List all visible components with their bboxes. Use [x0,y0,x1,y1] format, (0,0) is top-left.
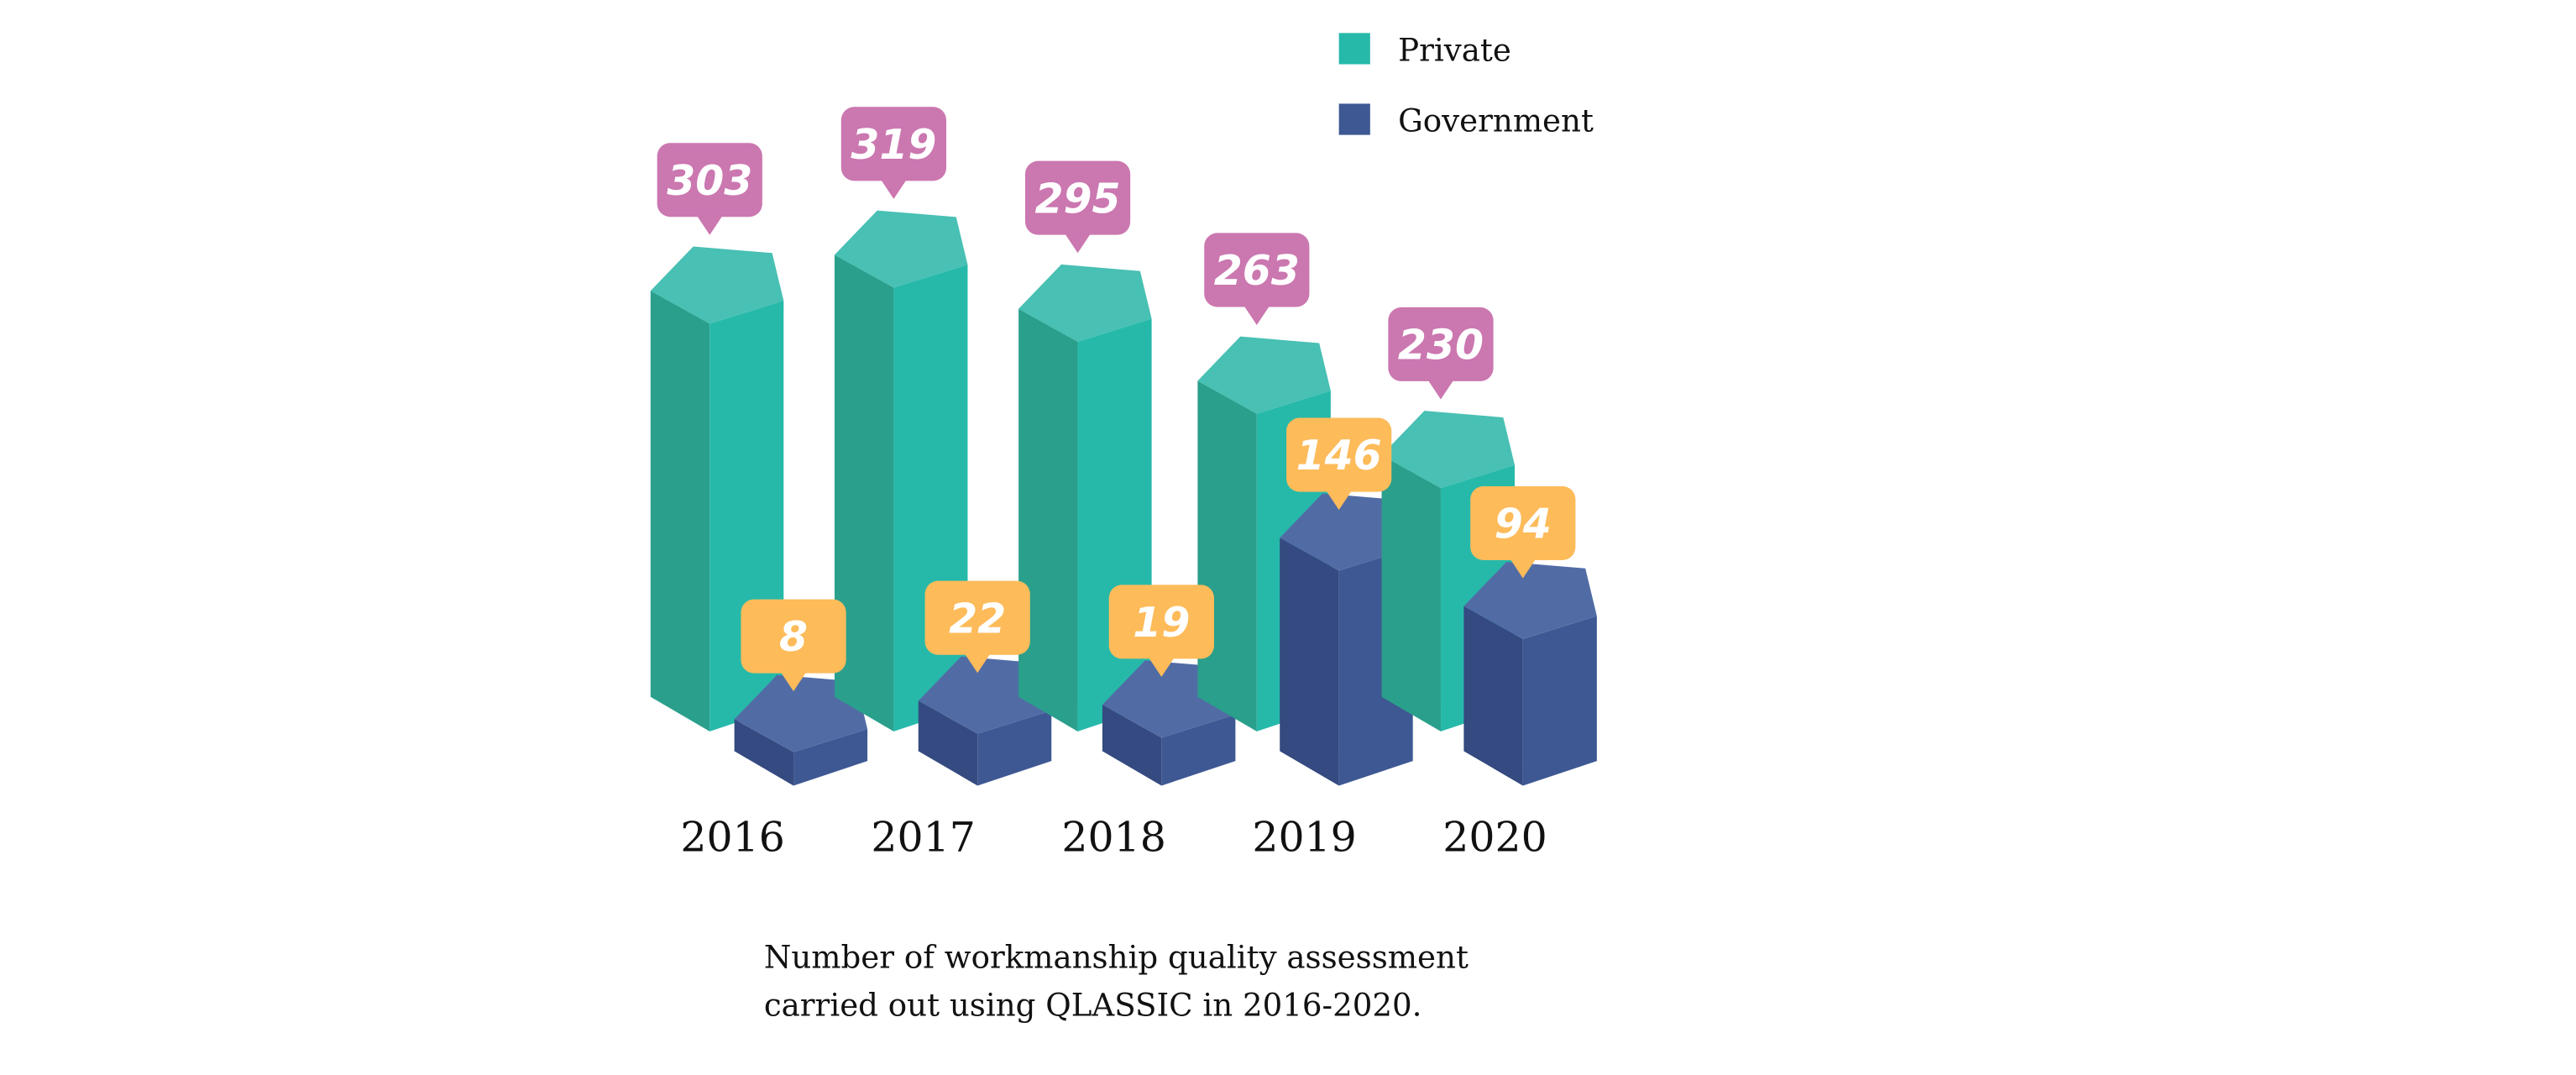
caption: Number of workmanship quality assessment… [764,939,1469,1024]
label-private-2018-pointer [1064,233,1092,254]
label-government-2017: 22 [924,580,1030,674]
data-labels: 303 8 319 22 295 19 263 146 230 94 [657,107,1576,692]
bar-private-2018-top-face [1018,264,1152,342]
label-government-2019-pointer [1326,490,1353,511]
bar-government-2020 [1463,561,1597,786]
label-private-2020: 230 [1388,307,1494,400]
bar-private-2020-left-face [1381,454,1441,732]
label-private-2016-pointer [696,215,723,235]
bar-private-2017-left-face [834,254,894,732]
bar-government-2018-right-face [1161,714,1236,786]
bar-government-2016-right-face [793,729,868,786]
x-tick-2018: 2018 [1061,814,1165,862]
label-government-2016: 8 [741,599,846,692]
bar-government-2016-top-face [734,674,868,752]
bar-private-2018-left-face [1018,308,1078,732]
label-private-2018: 295 [1024,160,1131,254]
label-private-2020-value: 230 [1398,322,1484,370]
label-government-2018: 19 [1108,585,1214,677]
label-government-2017-pointer [964,653,991,674]
label-private-2019-box [1204,233,1310,307]
label-private-2019-pointer [1243,305,1270,325]
caption-line-1: Number of workmanship quality assessment [764,939,1469,976]
legend: Private Government [1338,32,1594,139]
bars [650,210,1597,786]
label-government-2018-box [1108,585,1214,659]
legend-label-government: Government [1398,102,1594,139]
bar-private-2019-left-face [1197,380,1257,732]
bar-government-2018-left-face [1102,705,1162,786]
label-government-2017-value: 22 [949,595,1006,642]
label-private-2016: 303 [657,143,762,235]
label-private-2017-box [840,107,947,181]
label-private-2018-box [1024,160,1131,235]
label-government-2020-box [1470,485,1576,561]
x-axis-labels: 2016 2017 2018 2019 2020 [680,814,1547,862]
label-private-2019: 263 [1204,233,1310,325]
bar-government-2016-left-face [734,719,794,786]
label-government-2019-value: 146 [1296,432,1382,480]
label-private-2016-value: 303 [667,157,752,205]
legend-swatch-government [1338,103,1370,135]
label-private-2017-pointer [880,179,908,199]
bar-private-2017-top-face [834,210,968,288]
bar-private-2018 [1018,264,1152,732]
bar-government-2017-left-face [918,700,978,786]
label-private-2020-box [1388,307,1494,381]
bar-government-2016 [734,674,868,786]
x-tick-2020: 2020 [1442,814,1547,862]
bar-government-2019-left-face [1280,538,1339,786]
label-government-2018-pointer [1148,657,1175,677]
bar-government-2017 [918,656,1052,786]
bar-government-2020-right-face [1522,616,1597,786]
label-government-2019-box [1286,417,1392,492]
bar-private-2016-top-face [650,246,784,324]
bar-private-2019-top-face [1197,336,1331,414]
bar-government-2019-top-face [1280,493,1413,571]
label-private-2019-value: 263 [1214,247,1300,295]
legend-swatch-private [1338,33,1370,65]
label-private-2016-box [657,143,762,218]
label-government-2016-box [741,599,846,674]
label-government-2017-box [924,580,1030,655]
label-private-2017: 319 [840,107,947,199]
bar-government-2017-right-face [977,711,1052,786]
bar-government-2020-left-face [1463,606,1523,786]
label-government-2016-pointer [780,671,807,692]
label-government-2020-value: 94 [1495,501,1552,548]
caption-line-2: carried out using QLASSIC in 2016-2020. [764,986,1422,1023]
x-tick-2019: 2019 [1252,814,1356,862]
label-private-2017-value: 319 [851,121,936,169]
bar-government-2020-top-face [1463,561,1597,639]
label-private-2020-pointer [1427,379,1454,400]
label-government-2020: 94 [1470,485,1576,579]
legend-label-private: Private [1398,32,1511,69]
bar-private-2016-left-face [650,291,710,732]
bar-private-2020-top-face [1381,411,1516,489]
x-tick-2016: 2016 [680,814,784,862]
x-tick-2017: 2017 [871,814,975,862]
label-government-2016-value: 8 [779,613,808,661]
bar-government-2017-top-face [918,656,1052,734]
label-government-2018-value: 19 [1133,599,1190,647]
label-government-2019: 146 [1286,417,1392,511]
label-government-2020-pointer [1510,558,1537,579]
label-private-2018-value: 295 [1035,175,1121,223]
